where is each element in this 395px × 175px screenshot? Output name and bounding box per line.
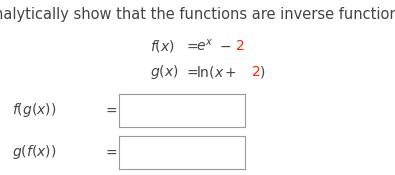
Text: $g(x)$: $g(x)$ bbox=[150, 63, 179, 81]
Text: Analytically show that the functions are inverse functions.: Analytically show that the functions are… bbox=[0, 7, 395, 22]
Text: $f(x)$: $f(x)$ bbox=[150, 37, 175, 54]
Text: $2$: $2$ bbox=[235, 38, 245, 52]
Text: $2$: $2$ bbox=[251, 65, 260, 79]
Text: $=$: $=$ bbox=[184, 38, 199, 52]
Text: $=$: $=$ bbox=[103, 145, 118, 159]
Text: $e^x$: $e^x$ bbox=[196, 37, 213, 54]
Text: $g(f(x))$: $g(f(x))$ bbox=[12, 143, 56, 161]
Text: $=$: $=$ bbox=[103, 103, 118, 117]
Text: $)$: $)$ bbox=[259, 64, 265, 80]
Text: $\ln(x +$: $\ln(x +$ bbox=[196, 64, 237, 80]
Text: $-$: $-$ bbox=[219, 38, 231, 52]
Text: $f(g(x))$: $f(g(x))$ bbox=[12, 101, 56, 119]
Text: $=$: $=$ bbox=[184, 65, 199, 79]
